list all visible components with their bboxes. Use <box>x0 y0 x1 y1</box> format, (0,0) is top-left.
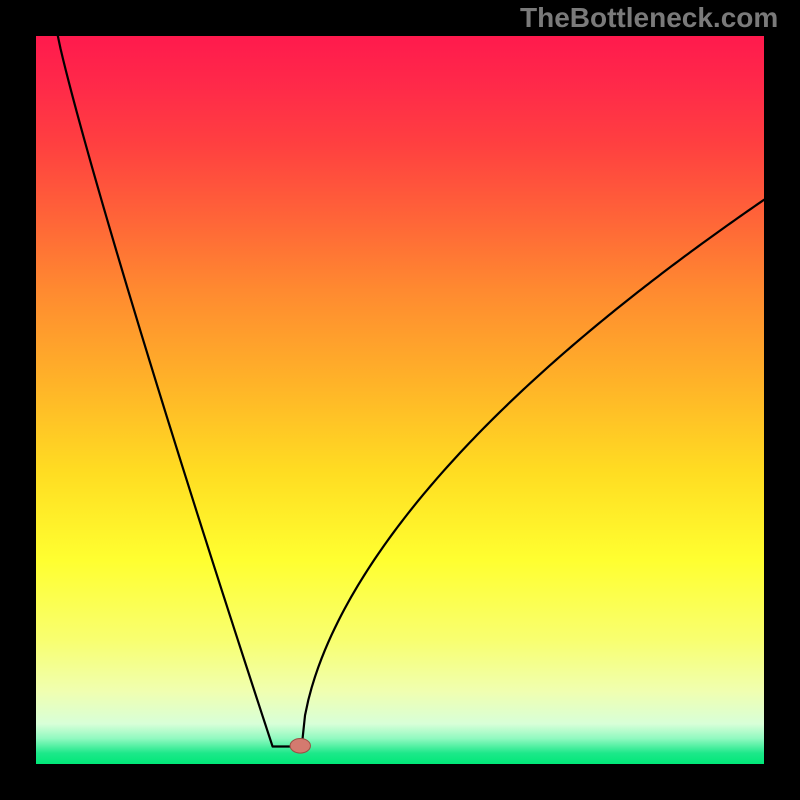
watermark-text: TheBottleneck.com <box>520 2 778 34</box>
minimum-marker <box>290 739 310 754</box>
plot-area <box>36 36 764 764</box>
chart-background <box>36 36 764 764</box>
chart-svg <box>36 36 764 764</box>
